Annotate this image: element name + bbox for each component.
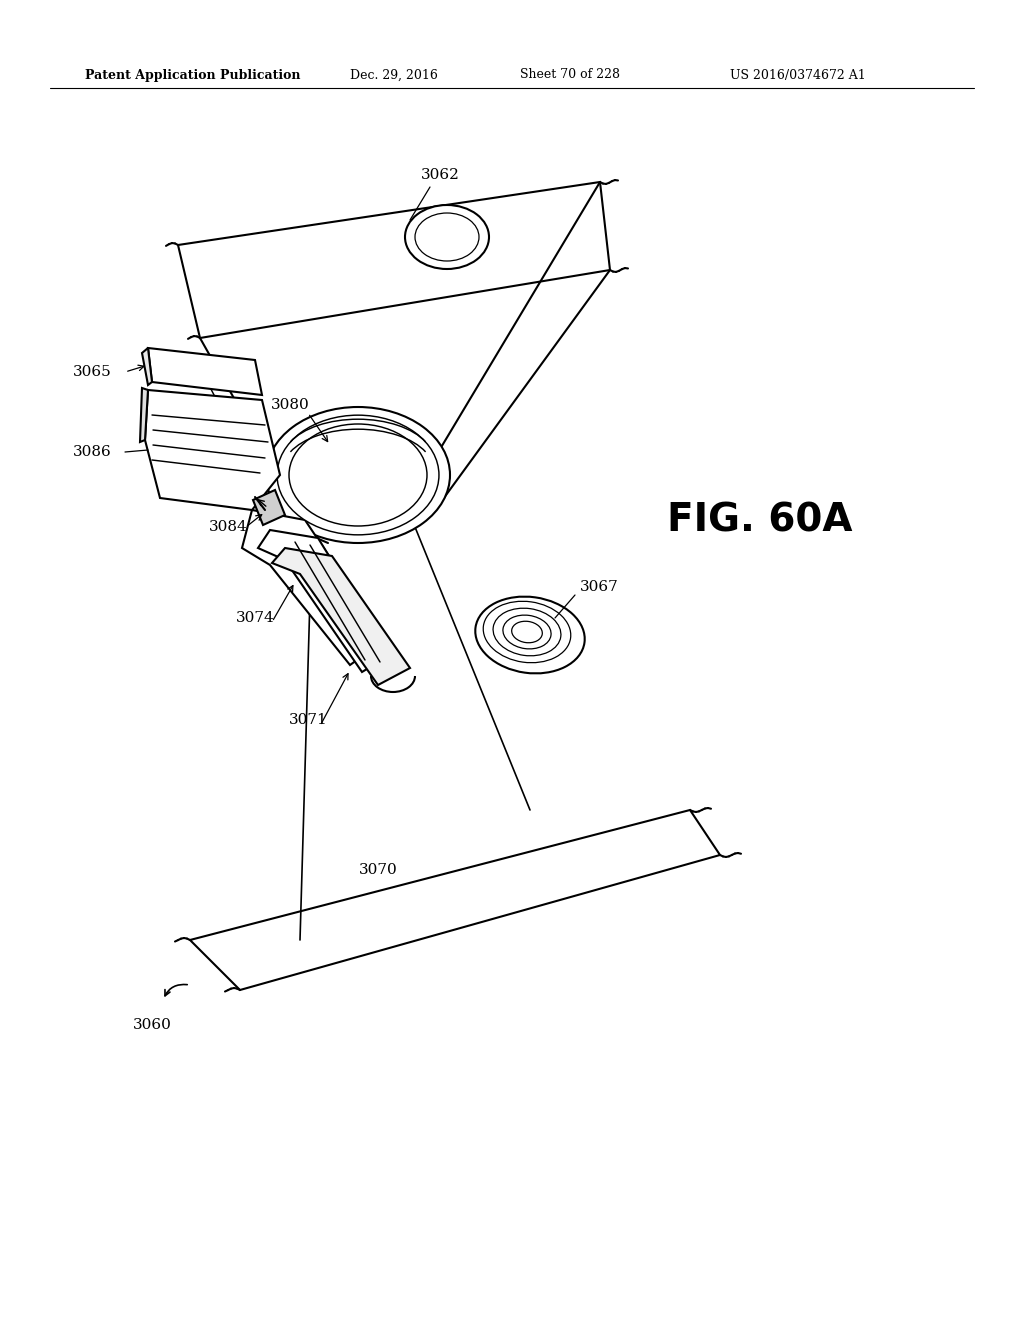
Ellipse shape	[483, 602, 570, 663]
Polygon shape	[258, 531, 390, 672]
Polygon shape	[190, 810, 720, 990]
Text: 3065: 3065	[74, 366, 112, 379]
Text: Patent Application Publication: Patent Application Publication	[85, 69, 300, 82]
Text: 3070: 3070	[358, 863, 397, 876]
Text: 3060: 3060	[132, 1018, 171, 1032]
Polygon shape	[140, 388, 148, 442]
Text: US 2016/0374672 A1: US 2016/0374672 A1	[730, 69, 865, 82]
Ellipse shape	[503, 615, 551, 649]
Polygon shape	[242, 510, 385, 665]
Polygon shape	[142, 348, 152, 385]
Text: 3086: 3086	[74, 445, 112, 459]
Ellipse shape	[475, 597, 585, 673]
Polygon shape	[145, 389, 280, 510]
Text: 3071: 3071	[289, 713, 328, 727]
Ellipse shape	[494, 609, 561, 656]
Ellipse shape	[406, 205, 489, 269]
Text: FIG. 60A: FIG. 60A	[668, 502, 853, 539]
Ellipse shape	[266, 407, 450, 543]
Ellipse shape	[278, 416, 439, 535]
Text: Sheet 70 of 228: Sheet 70 of 228	[520, 69, 620, 82]
Ellipse shape	[415, 213, 479, 261]
Text: Dec. 29, 2016: Dec. 29, 2016	[350, 69, 438, 82]
Polygon shape	[253, 490, 285, 525]
Polygon shape	[178, 182, 610, 338]
Ellipse shape	[512, 622, 543, 643]
Text: 3074: 3074	[236, 611, 274, 624]
Text: 3062: 3062	[421, 168, 460, 182]
Polygon shape	[272, 548, 410, 685]
Text: 3067: 3067	[580, 579, 618, 594]
Ellipse shape	[289, 424, 427, 525]
Polygon shape	[148, 348, 262, 395]
Text: 3080: 3080	[270, 399, 309, 412]
Text: 3084: 3084	[209, 520, 248, 535]
